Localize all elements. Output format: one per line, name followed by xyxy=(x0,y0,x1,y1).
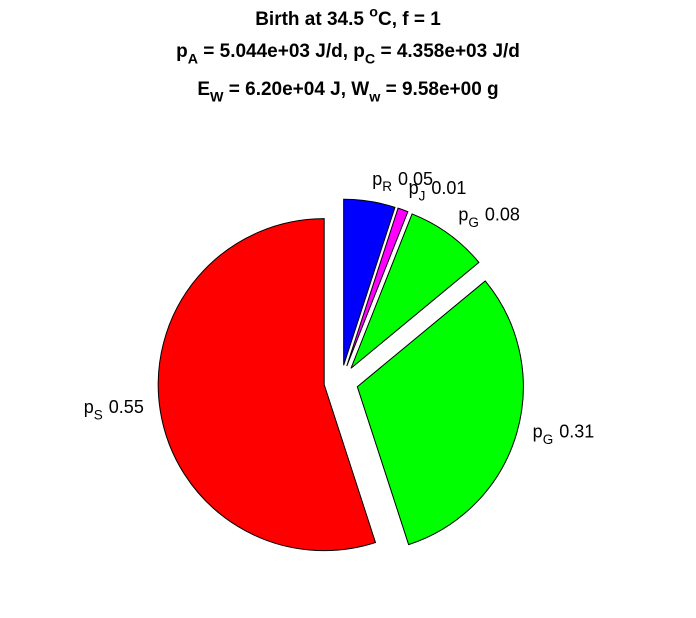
script-text: A xyxy=(188,52,198,68)
text-run: p xyxy=(176,41,188,62)
text-run: E xyxy=(197,79,210,100)
script-text: W xyxy=(210,90,224,106)
text-run: C, f = 1 xyxy=(378,9,441,30)
slice-value: 0.31 xyxy=(559,422,594,442)
script-text: C xyxy=(365,52,375,68)
script-text: G xyxy=(468,215,479,230)
text-run: Birth at 34.5 xyxy=(255,9,369,30)
slice-label: pG 0.31 xyxy=(533,422,595,447)
text-run: = 4.358e+03 J/d xyxy=(375,41,520,62)
pie-slice xyxy=(356,280,524,546)
text-run: p xyxy=(533,422,543,442)
slice-label: pR 0.05 xyxy=(372,169,433,194)
slice-label: pS 0.55 xyxy=(84,397,144,422)
pie-slice xyxy=(346,207,409,367)
chart-title: EW = 6.20e+04 J, Ww = 9.58e+00 g xyxy=(197,79,498,106)
script-text: o xyxy=(369,4,378,20)
slice-value: 0.05 xyxy=(398,169,433,189)
text-run: p xyxy=(372,169,382,189)
text-run: = 6.20e+04 J, W xyxy=(223,79,369,100)
text-run: = 5.044e+03 J/d, p xyxy=(198,41,365,62)
text-run: p xyxy=(458,205,468,225)
script-text: S xyxy=(94,408,103,423)
script-text: R xyxy=(382,179,392,194)
text-run: = 9.58e+00 g xyxy=(380,79,498,100)
chart-title: pA = 5.044e+03 J/d, pC = 4.358e+03 J/d xyxy=(176,41,520,68)
slice-label: pJ 0.01 xyxy=(409,178,467,203)
slice-value: 0.08 xyxy=(485,205,520,225)
text-run: p xyxy=(84,397,94,417)
pie-slice xyxy=(157,218,377,552)
pie-slice xyxy=(350,213,480,369)
script-text: w xyxy=(368,90,381,106)
pie-slice xyxy=(343,198,396,366)
slice-value: 0.55 xyxy=(109,397,144,417)
script-text: J xyxy=(419,189,426,204)
script-text: G xyxy=(543,432,554,447)
slice-label: pG 0.08 xyxy=(458,205,520,230)
text-run: p xyxy=(409,178,419,198)
slice-value: 0.01 xyxy=(431,178,466,198)
chart-title: Birth at 34.5 oC, f = 1 xyxy=(255,4,441,30)
